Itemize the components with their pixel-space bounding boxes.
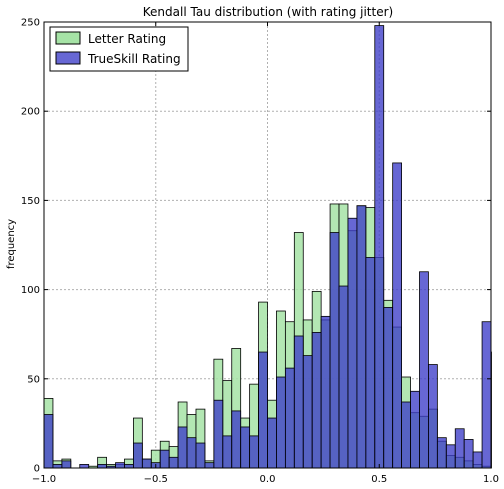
bar-trueskill-rating [249, 435, 259, 469]
bar-trueskill-rating [472, 451, 483, 469]
bar-trueskill-rating [231, 410, 242, 469]
bar-trueskill-rating [267, 417, 277, 469]
bar-trueskill-rating [463, 439, 474, 469]
bar-trueskill-rating [124, 464, 134, 469]
x-tick-label: −1.0 [32, 474, 56, 485]
bar-trueskill-rating [52, 464, 63, 469]
bar-trueskill-rating [222, 435, 233, 469]
bar-trueskill-rating [454, 428, 465, 469]
y-tick-label: 200 [21, 107, 40, 118]
bar-trueskill-rating [392, 162, 403, 469]
x-tick-label: 0.5 [371, 474, 387, 485]
legend-label-letter-rating: Letter Rating [88, 32, 166, 46]
x-tick-label: −0.5 [144, 474, 168, 485]
bar-trueskill-rating [79, 464, 90, 469]
bar-trueskill-rating [356, 205, 367, 469]
bar-trueskill-rating [365, 257, 376, 469]
legend-swatch-trueskill-rating [55, 51, 81, 65]
bar-trueskill-rating [168, 456, 179, 469]
bar-trueskill-rating [436, 437, 447, 469]
bar-trueskill-rating [329, 232, 340, 469]
bar-trueskill-rating [141, 458, 152, 469]
bar-trueskill-rating [115, 462, 125, 469]
y-tick-label: 0 [34, 464, 40, 475]
bar-trueskill-rating [311, 332, 322, 469]
chart-title: Kendall Tau distribution (with rating ji… [143, 5, 393, 19]
legend: Letter Rating TrueSkill Rating [49, 26, 189, 72]
grid-lines [44, 22, 491, 468]
bar-trueskill-rating [374, 25, 385, 469]
legend-swatch-letter-rating [55, 31, 81, 45]
bar-trueskill-rating [43, 414, 54, 469]
bar-trueskill-rating [302, 355, 313, 469]
bar-trueskill-rating [258, 351, 268, 469]
x-tick-label: 0.0 [260, 474, 276, 485]
bar-trueskill-rating [132, 442, 143, 469]
bar-trueskill-rating [204, 462, 215, 469]
bar-trueskill-rating [61, 460, 72, 469]
y-tick-label: 250 [21, 18, 40, 29]
bar-trueskill-rating [213, 399, 224, 469]
axis-ticks: 0 50 100 150 200 250 −1.0 −0.5 0.0 0.5 1.0 [21, 18, 499, 486]
bar-trueskill-rating [410, 390, 420, 469]
bar-trueskill-rating [383, 307, 394, 469]
bar-trueskill-rating [159, 449, 170, 469]
x-tick-label: 1.0 [483, 474, 499, 485]
bar-trueskill-rating [419, 271, 429, 469]
series-trueskill-rating-bars [43, 25, 492, 469]
bar-trueskill-rating [97, 464, 107, 469]
bar-trueskill-rating [293, 335, 304, 469]
bar-trueskill-rating [481, 321, 492, 469]
bar-trueskill-rating [401, 401, 411, 469]
y-tick-label: 150 [21, 196, 40, 207]
y-tick-label: 50 [27, 374, 40, 385]
bar-trueskill-rating [284, 367, 295, 469]
legend-label-trueskill-rating: TrueSkill Rating [87, 52, 181, 66]
bar-trueskill-rating [195, 442, 206, 469]
y-axis-label: frequency [6, 219, 17, 269]
bar-trueskill-rating [186, 437, 197, 469]
bar-trueskill-rating [240, 426, 251, 469]
bar-trueskill-rating [276, 376, 286, 469]
bar-trueskill-rating [177, 426, 188, 469]
y-tick-label: 100 [21, 285, 40, 296]
bar-trueskill-rating [338, 285, 349, 469]
bar-trueskill-rating [445, 444, 456, 469]
bar-trueskill-rating [320, 315, 331, 469]
bar-trueskill-rating [428, 364, 438, 469]
bar-trueskill-rating [347, 217, 358, 469]
